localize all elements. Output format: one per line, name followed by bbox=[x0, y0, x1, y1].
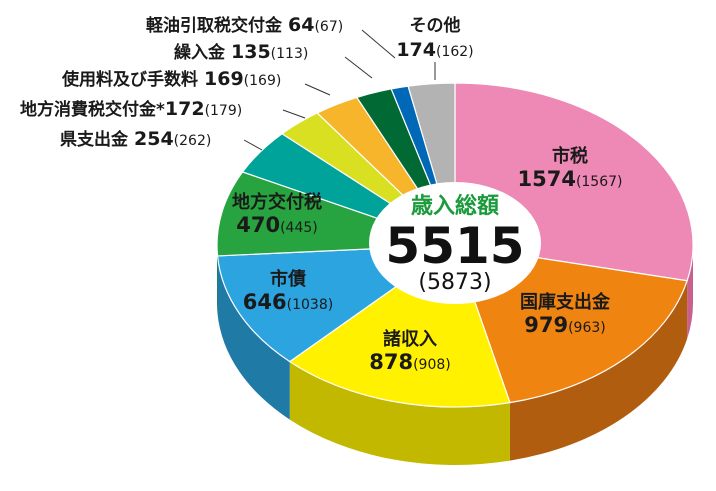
center-label: 歳入総額 5515 (5873) bbox=[369, 182, 541, 304]
center-total: 5515 bbox=[385, 217, 524, 275]
slice-label-7: 地方消費税交付金*172(179) bbox=[20, 98, 242, 120]
slice-label-6: 県支出金 254(262) bbox=[60, 128, 211, 150]
leader-line-8 bbox=[304, 83, 331, 96]
pie-depth bbox=[217, 245, 693, 465]
leader-line-6 bbox=[243, 139, 263, 151]
slice-text: 地方消費税交付金*172(179) bbox=[20, 98, 242, 120]
slice-name: 市税 bbox=[552, 145, 588, 167]
slice-value: 878(908) bbox=[369, 350, 451, 374]
slice-name: 市債 bbox=[270, 268, 306, 290]
slice-value: 1574(1567) bbox=[517, 167, 622, 191]
slice-name: その他 bbox=[410, 15, 461, 36]
slice-text: 使用料及び手数料 169(169) bbox=[61, 68, 281, 90]
center-title: 歳入総額 bbox=[411, 193, 499, 219]
slice-value: 979(963) bbox=[524, 313, 606, 337]
slice-value: 174(162) bbox=[396, 39, 473, 61]
slice-side-3 bbox=[289, 361, 510, 465]
slice-label-10: 軽油引取税交付金 64(67) bbox=[146, 14, 343, 36]
slice-label-9: 繰入金 135(113) bbox=[174, 41, 308, 63]
slice-side-1 bbox=[687, 245, 693, 339]
slice-side-5 bbox=[217, 245, 218, 314]
center-previous: (5873) bbox=[418, 270, 491, 295]
leader-line-9 bbox=[344, 56, 373, 79]
leader-line-7 bbox=[282, 109, 306, 119]
slice-label-8: 使用料及び手数料 169(169) bbox=[61, 68, 281, 90]
slice-value: 646(1038) bbox=[243, 290, 333, 314]
slice-side-2 bbox=[509, 280, 688, 461]
center-disc bbox=[369, 182, 541, 304]
slice-text: 県支出金 254(262) bbox=[60, 128, 211, 150]
slice-name: 地方交付税 bbox=[232, 191, 322, 213]
slice-text: 繰入金 135(113) bbox=[174, 41, 308, 63]
leader-lines bbox=[243, 29, 436, 151]
leader-line-10 bbox=[361, 29, 396, 59]
slice-side-4 bbox=[217, 255, 290, 420]
slice-label-11: その他 174(162) bbox=[396, 15, 473, 61]
slice-name: 国庫支出金 bbox=[520, 291, 611, 313]
slice-text: 軽油引取税交付金 64(67) bbox=[146, 14, 343, 36]
slice-name: 諸収入 bbox=[383, 328, 437, 350]
slice-value: 470(445) bbox=[236, 213, 318, 237]
